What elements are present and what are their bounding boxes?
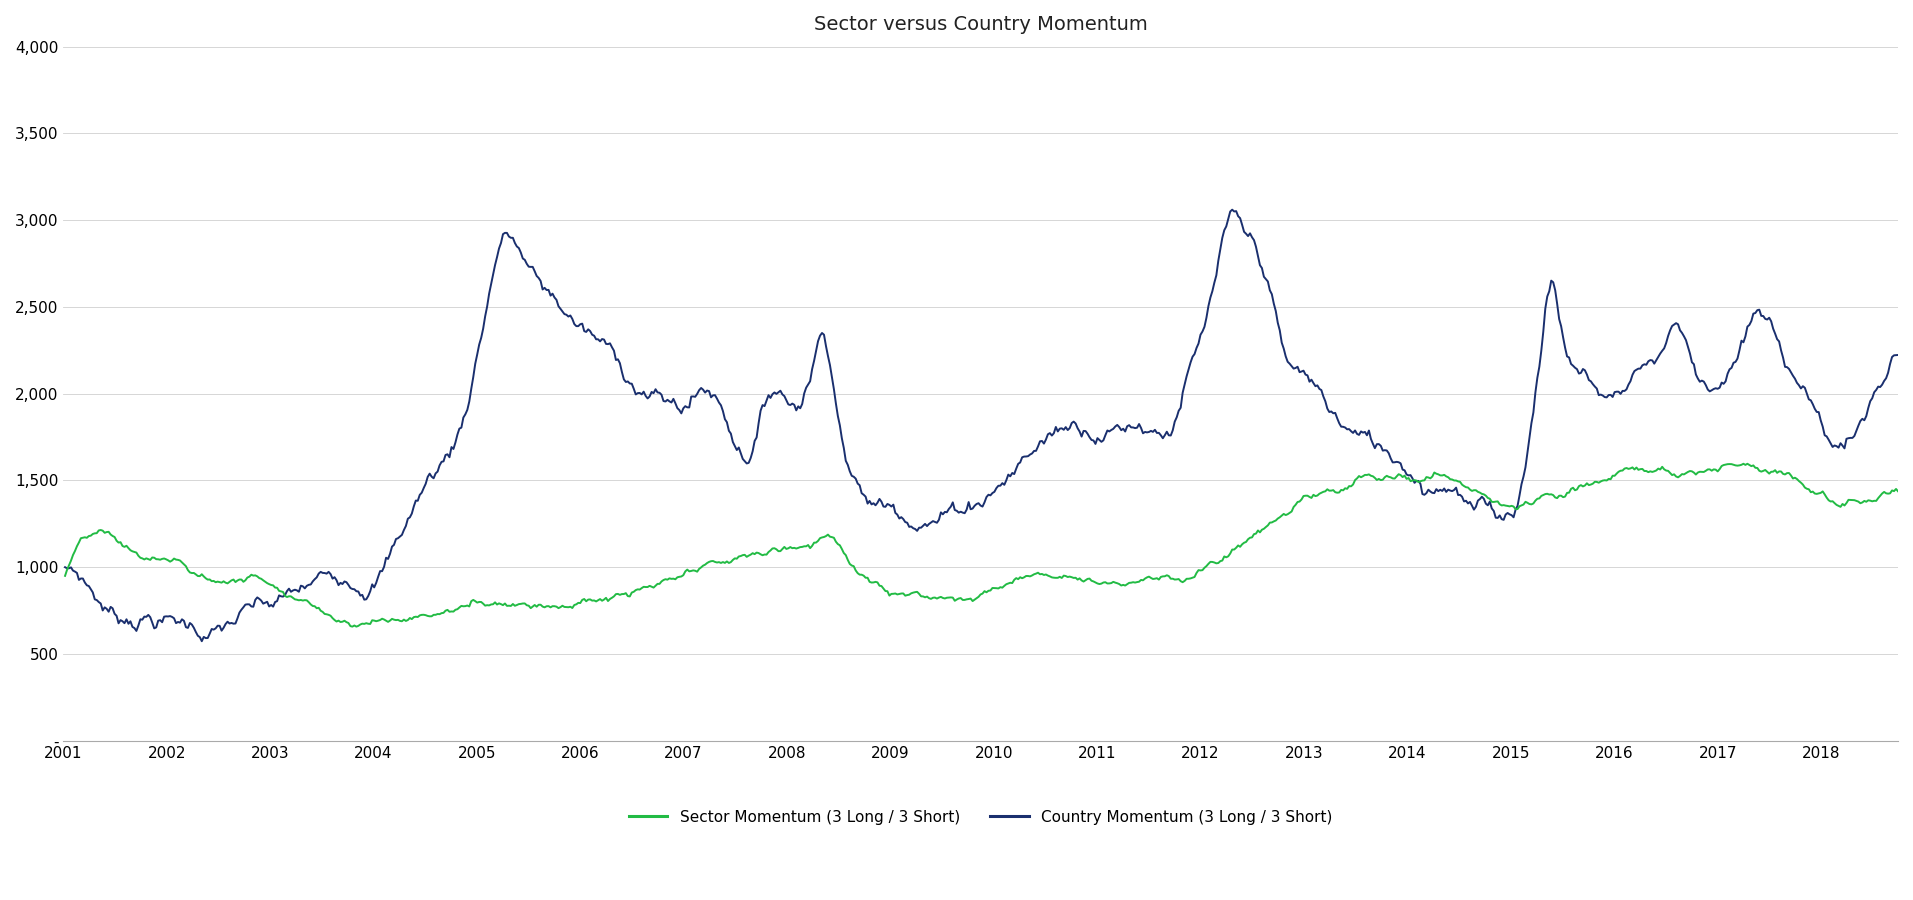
Legend: Sector Momentum (3 Long / 3 Short), Country Momentum (3 Long / 3 Short): Sector Momentum (3 Long / 3 Short), Coun… <box>624 804 1339 831</box>
Title: Sector versus Country Momentum: Sector versus Country Momentum <box>813 15 1148 34</box>
Line: Country Momentum (3 Long / 3 Short): Country Momentum (3 Long / 3 Short) <box>65 210 1898 641</box>
Line: Sector Momentum (3 Long / 3 Short): Sector Momentum (3 Long / 3 Short) <box>65 464 1898 626</box>
